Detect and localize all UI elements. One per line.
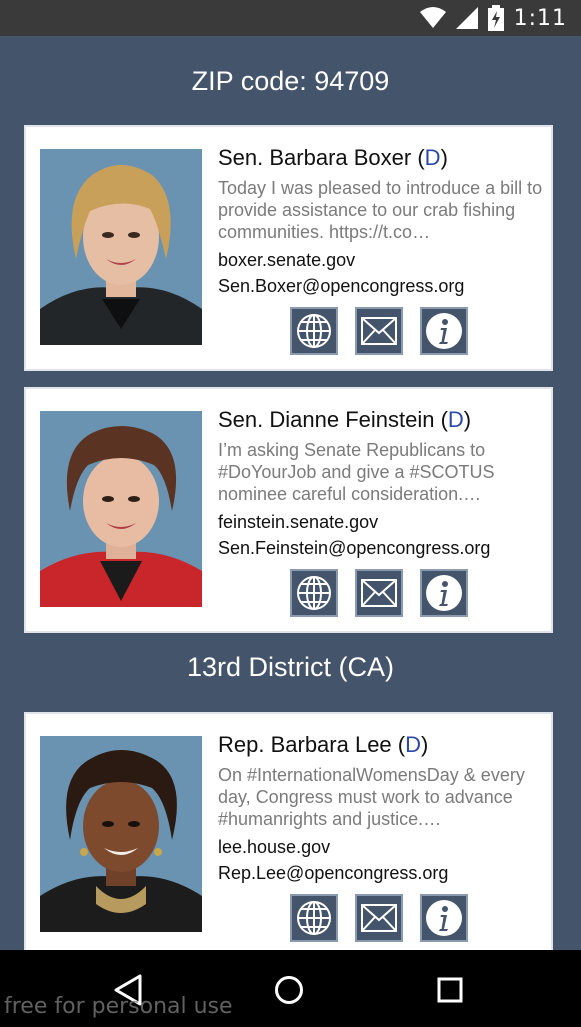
back-icon [114,974,142,1006]
latest-tweet: I’m asking Senate Republicans to #DoYour… [218,440,495,504]
email-button[interactable] [355,307,403,355]
latest-tweet: Today I was pleased to introduce a bill … [218,178,543,242]
globe-icon [297,314,331,348]
system-nav-bar [0,950,581,1027]
email-button[interactable] [355,894,403,942]
website-button[interactable] [290,569,338,617]
email-button[interactable] [355,569,403,617]
info-button[interactable] [420,569,468,617]
email-text: Sen.Boxer@opencongress.org [218,276,465,296]
battery-icon [487,5,504,31]
representatives-list[interactable]: ZIP code: 94709 Sen. Barbara Boxer (D) T… [0,36,581,950]
district-header: 13rd District (CA) [186,652,395,682]
recents-icon [437,977,463,1003]
portrait-photo [40,149,202,345]
card-actions [290,894,468,942]
portrait-photo [40,736,202,932]
rep-card[interactable]: Sen. Dianne Feinstein (D) I’m asking Sen… [24,387,553,633]
zip-code-header: ZIP code: 94709 [191,66,390,96]
website-button[interactable] [290,307,338,355]
email-text: Rep.Lee@opencongress.org [218,863,449,883]
wifi-icon [419,7,446,28]
rep-name: Sen. Dianne Feinstein (D) [218,407,472,432]
party-label: D [405,732,421,757]
latest-tweet: On #InternationalWomensDay & every day, … [218,765,525,829]
back-button[interactable] [106,968,150,1012]
globe-icon [297,576,331,610]
rep-name: Sen. Barbara Boxer (D) [218,145,448,170]
card-actions [290,307,468,355]
website-text: boxer.senate.gov [218,250,356,270]
info-button[interactable] [420,307,468,355]
website-button[interactable] [290,894,338,942]
email-text: Sen.Feinstein@opencongress.org [218,538,491,558]
watermark: free for personal use [4,994,233,1019]
info-icon [426,575,462,611]
card-actions [290,569,468,617]
recents-button[interactable] [428,968,472,1012]
rep-card[interactable]: Rep. Barbara Lee (D) On #InternationalWo… [24,712,553,950]
signal-icon [455,7,478,29]
party-label: D [447,407,464,432]
mail-icon [361,579,397,607]
rep-name: Rep. Barbara Lee (D) [218,732,429,757]
website-text: feinstein.senate.gov [218,512,379,532]
mail-icon [361,317,397,345]
info-icon [426,313,462,349]
mail-icon [361,904,397,932]
globe-icon [297,901,331,935]
rep-card[interactable]: Sen. Barbara Boxer (D) Today I was pleas… [24,125,553,371]
info-button[interactable] [420,894,468,942]
party-label: D [424,145,441,170]
status-bar: 1:11 [0,0,581,36]
home-button[interactable] [267,968,311,1012]
website-text: lee.house.gov [218,837,331,857]
info-icon [426,900,462,936]
home-icon [275,976,303,1004]
clock: 1:11 [513,5,567,31]
portrait-photo [40,411,202,607]
